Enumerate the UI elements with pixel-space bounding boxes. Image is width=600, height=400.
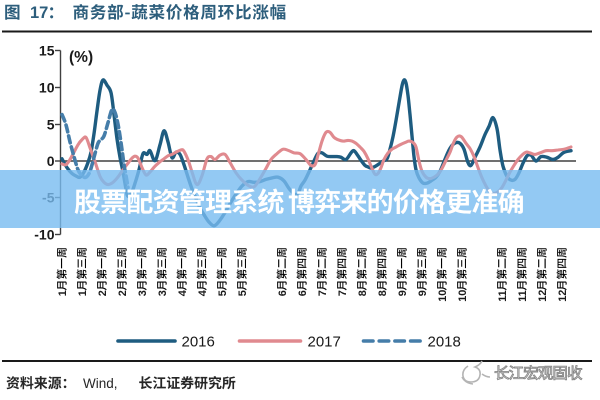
svg-text:8: 8 [357,290,369,296]
svg-text:2018: 2018 [428,333,461,350]
svg-text:11: 11 [497,290,509,302]
svg-text:3: 3 [157,290,169,296]
svg-text:9: 9 [397,290,409,296]
svg-text:12: 12 [557,290,569,302]
svg-text:5: 5 [217,290,229,296]
svg-text:2: 2 [117,290,129,296]
svg-text:Wind,: Wind, [83,376,118,391]
svg-text:2: 2 [97,290,109,296]
svg-text:7: 7 [317,290,329,296]
svg-text:3: 3 [137,290,149,296]
svg-text:10: 10 [457,290,469,302]
svg-text:-10: -10 [34,227,54,243]
svg-text:11: 11 [517,290,529,302]
svg-text:1: 1 [57,290,69,296]
svg-text:1: 1 [77,290,89,296]
svg-text:5: 5 [47,117,55,133]
svg-text:6: 6 [277,290,289,296]
svg-text:17: 17 [30,4,48,22]
svg-text:8: 8 [377,290,389,296]
svg-text:4: 4 [197,290,209,296]
svg-text:10: 10 [39,80,55,96]
svg-text:4: 4 [177,290,189,296]
svg-text:0: 0 [47,153,55,169]
svg-text:9: 9 [417,290,429,296]
svg-text:6: 6 [297,290,309,296]
svg-text:7: 7 [337,290,349,296]
svg-text:5: 5 [237,290,249,296]
svg-text:(%): (%) [69,49,93,66]
svg-text:12: 12 [537,290,549,302]
svg-text:2016: 2016 [182,333,215,350]
svg-text:10: 10 [437,290,449,302]
svg-text:2017: 2017 [308,333,341,350]
svg-text:15: 15 [39,43,55,59]
